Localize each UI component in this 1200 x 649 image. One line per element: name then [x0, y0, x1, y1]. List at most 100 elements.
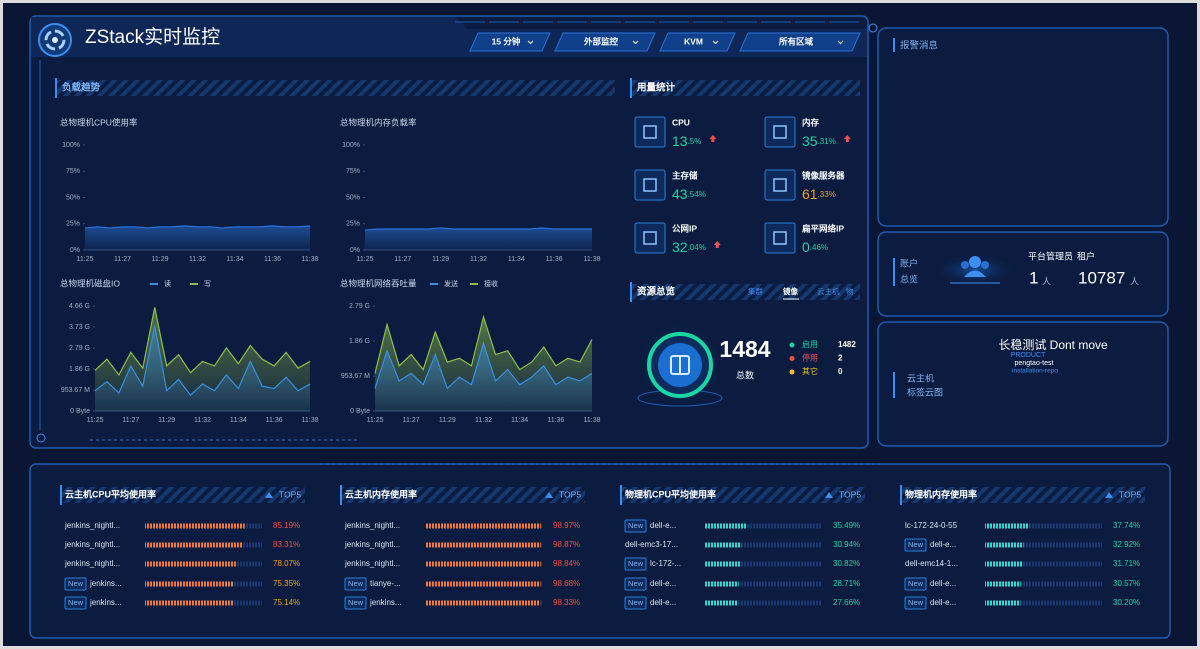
row-name: lc-172-...	[650, 559, 681, 568]
x-tick-label: 11:29	[152, 256, 169, 263]
unit: 人	[1130, 276, 1139, 286]
bar-track	[705, 561, 822, 567]
usage-name: 镜像服务器	[802, 170, 845, 180]
usage-main: 35	[802, 133, 818, 149]
tenant-count: 10787	[1078, 268, 1125, 287]
usage-sub: .04%	[688, 243, 706, 252]
filter-tab	[469, 32, 551, 52]
filter-caret	[632, 40, 639, 45]
x-tick-label: 11:29	[158, 417, 175, 424]
section-mark	[620, 485, 622, 505]
x-tick-label: 11:32	[470, 256, 487, 263]
x-tick-label: 11:29	[432, 256, 449, 263]
y-tick-label: 0%	[350, 247, 360, 254]
row-value: 83.31%	[273, 540, 300, 549]
row-name: tianye-...	[370, 579, 401, 588]
chart-title: 总物理机CPU使用率	[60, 117, 138, 127]
section-title: 资源总览	[637, 286, 676, 298]
usage-main: 43	[672, 186, 688, 202]
bar-track	[705, 523, 822, 529]
bar-track	[985, 561, 1102, 567]
row-name: dell-emc14-1...	[905, 559, 958, 568]
y-tick-label: 0 Byte	[70, 408, 90, 415]
status-name: 启用	[802, 339, 818, 349]
section-band	[620, 487, 865, 503]
y-tick-label: 3.73 G	[69, 324, 90, 331]
x-tick-label: 11:34	[230, 417, 247, 424]
y-tick-label: 25%	[346, 221, 360, 228]
row-value: 27.66%	[833, 598, 860, 607]
table-title: 物理机内存使用率	[905, 488, 977, 499]
top-label: TOP5	[559, 489, 581, 499]
row-value: 98.84%	[553, 559, 580, 568]
usage-sub: .46%	[810, 243, 828, 252]
new-badge	[344, 596, 367, 610]
filter-label: 15 分钟	[492, 36, 521, 46]
table-title: 物理机CPU平均使用率	[625, 488, 716, 499]
deco-dot	[36, 433, 46, 443]
alarm-panel	[877, 27, 1169, 227]
account-panel	[877, 231, 1169, 317]
row-value: 32.92%	[1113, 540, 1140, 549]
bar	[425, 542, 541, 548]
y-tick-label: 50%	[346, 194, 360, 201]
usage-name: CPU	[672, 117, 690, 127]
x-tick-label: 11:32	[194, 417, 211, 424]
new-badge	[624, 596, 647, 610]
row-name: dell-e...	[650, 579, 676, 588]
series-line	[374, 341, 593, 390]
bar	[985, 523, 1030, 529]
filter-tab	[739, 32, 861, 52]
bar-track	[705, 600, 822, 606]
section-band	[630, 80, 860, 96]
bar	[985, 581, 1021, 587]
table-title: 云主机内存使用率	[345, 488, 417, 499]
x-tick-label: 11:25	[357, 256, 374, 263]
y-tick-label: 4.66 G	[69, 303, 90, 310]
x-tick-label: 11:36	[264, 256, 281, 263]
new-tag: New	[908, 598, 924, 607]
y-tick-label: 2.79 G	[69, 345, 90, 352]
filter-tab	[659, 32, 736, 52]
top-arrow	[1105, 492, 1113, 498]
row-name: jenkins...	[89, 598, 122, 607]
rising-arrow	[709, 135, 717, 142]
row-name: jenkins_nightl...	[344, 521, 400, 530]
new-badge	[64, 577, 87, 591]
series-area	[85, 225, 310, 250]
bar	[985, 600, 1021, 606]
y-tick-label: 0%	[70, 247, 80, 254]
new-badge	[624, 577, 647, 591]
usage-main: 13	[672, 133, 688, 149]
row-name: jenkins_nightl...	[344, 559, 400, 568]
account-icon	[981, 261, 989, 269]
row-value: 98.68%	[553, 579, 580, 588]
total-label: 总数	[736, 369, 754, 380]
account-title: 账户	[900, 257, 918, 268]
top-arrow	[265, 492, 273, 498]
admin-label: 平台管理员	[1028, 250, 1073, 261]
x-tick-label: 11:38	[302, 417, 319, 424]
usage-sub: .31%	[818, 137, 836, 146]
tag-panel	[877, 321, 1169, 447]
total: 1484	[719, 336, 770, 362]
row-name: jenkins_nightl...	[64, 540, 120, 549]
filter-label: 外部监控	[583, 36, 619, 46]
resource-tab: 物	[846, 286, 854, 296]
account-title: 总览	[900, 273, 918, 284]
resource-tab: 云主机	[817, 286, 840, 296]
y-tick-label: 1.86 G	[349, 338, 370, 345]
filter-tab	[554, 32, 656, 52]
bar-track	[705, 581, 822, 587]
y-tick-label: 75%	[346, 168, 360, 175]
x-tick-label: 11:27	[114, 256, 131, 263]
row-name: jenkins...	[369, 598, 402, 607]
rising-arrow	[713, 241, 721, 248]
bar	[145, 542, 243, 548]
x-tick-label: 11:27	[403, 417, 420, 424]
resource-tab: 集群	[748, 286, 763, 296]
x-tick-label: 11:38	[584, 256, 601, 263]
bar	[425, 600, 541, 606]
section-mark	[55, 78, 57, 98]
